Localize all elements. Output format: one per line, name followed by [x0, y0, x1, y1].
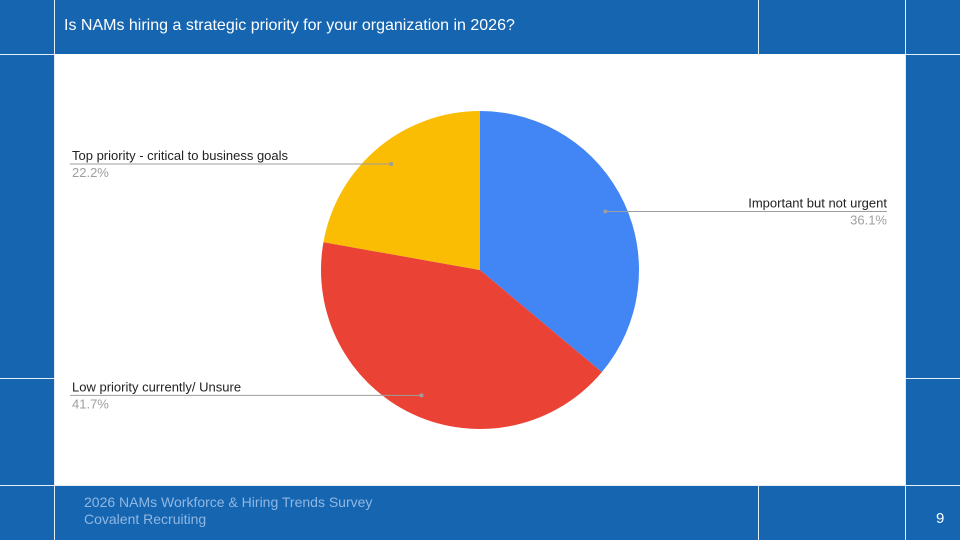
pie-label-group-top-priority-critical-to-business-goals: Top priority - critical to business goal…: [70, 148, 394, 180]
slice-label: Low priority currently/ Unsure: [72, 379, 241, 394]
slice-value-label: 22.2%: [72, 165, 109, 180]
pie-label-group-important-but-not-urgent: Important but not urgent 36.1%: [603, 196, 887, 228]
footer-company-name: Covalent Recruiting: [84, 511, 207, 527]
slice-label: Top priority - critical to business goal…: [72, 148, 289, 163]
page-number: 9: [936, 510, 945, 527]
grid-line: [905, 0, 906, 540]
leader-dot: [389, 161, 394, 166]
pie-slice-low-priority-currently-unsure: [320, 242, 602, 430]
grid-line: [0, 485, 960, 486]
leader-dot: [603, 209, 608, 214]
slice-value-label: 36.1%: [850, 213, 887, 228]
footer: 2026 NAMs Workforce & Hiring Trends Surv…: [84, 494, 372, 528]
pie-chart: Important but not urgent 36.1% Low priorit…: [70, 111, 887, 430]
footer-survey-name: 2026 NAMs Workforce & Hiring Trends Surv…: [84, 494, 373, 510]
pie-slice-top-priority-critical-to-business-goals: [323, 111, 480, 270]
slide-title: Is NAMs hiring a strategic priority for …: [64, 17, 515, 34]
leader-dot: [419, 393, 424, 398]
slice-label: Important but not urgent: [748, 196, 887, 211]
chart-panel: Important but not urgent 36.1% Low priorit…: [55, 54, 905, 485]
pie-slice-important-but-not-urgent: [480, 111, 639, 373]
slice-value-label: 41.7%: [72, 396, 109, 411]
grid-line: [54, 0, 55, 540]
pie-label-group-low-priority-currently-unsure: Low priority currently/ Unsure 41.7%: [70, 379, 424, 411]
